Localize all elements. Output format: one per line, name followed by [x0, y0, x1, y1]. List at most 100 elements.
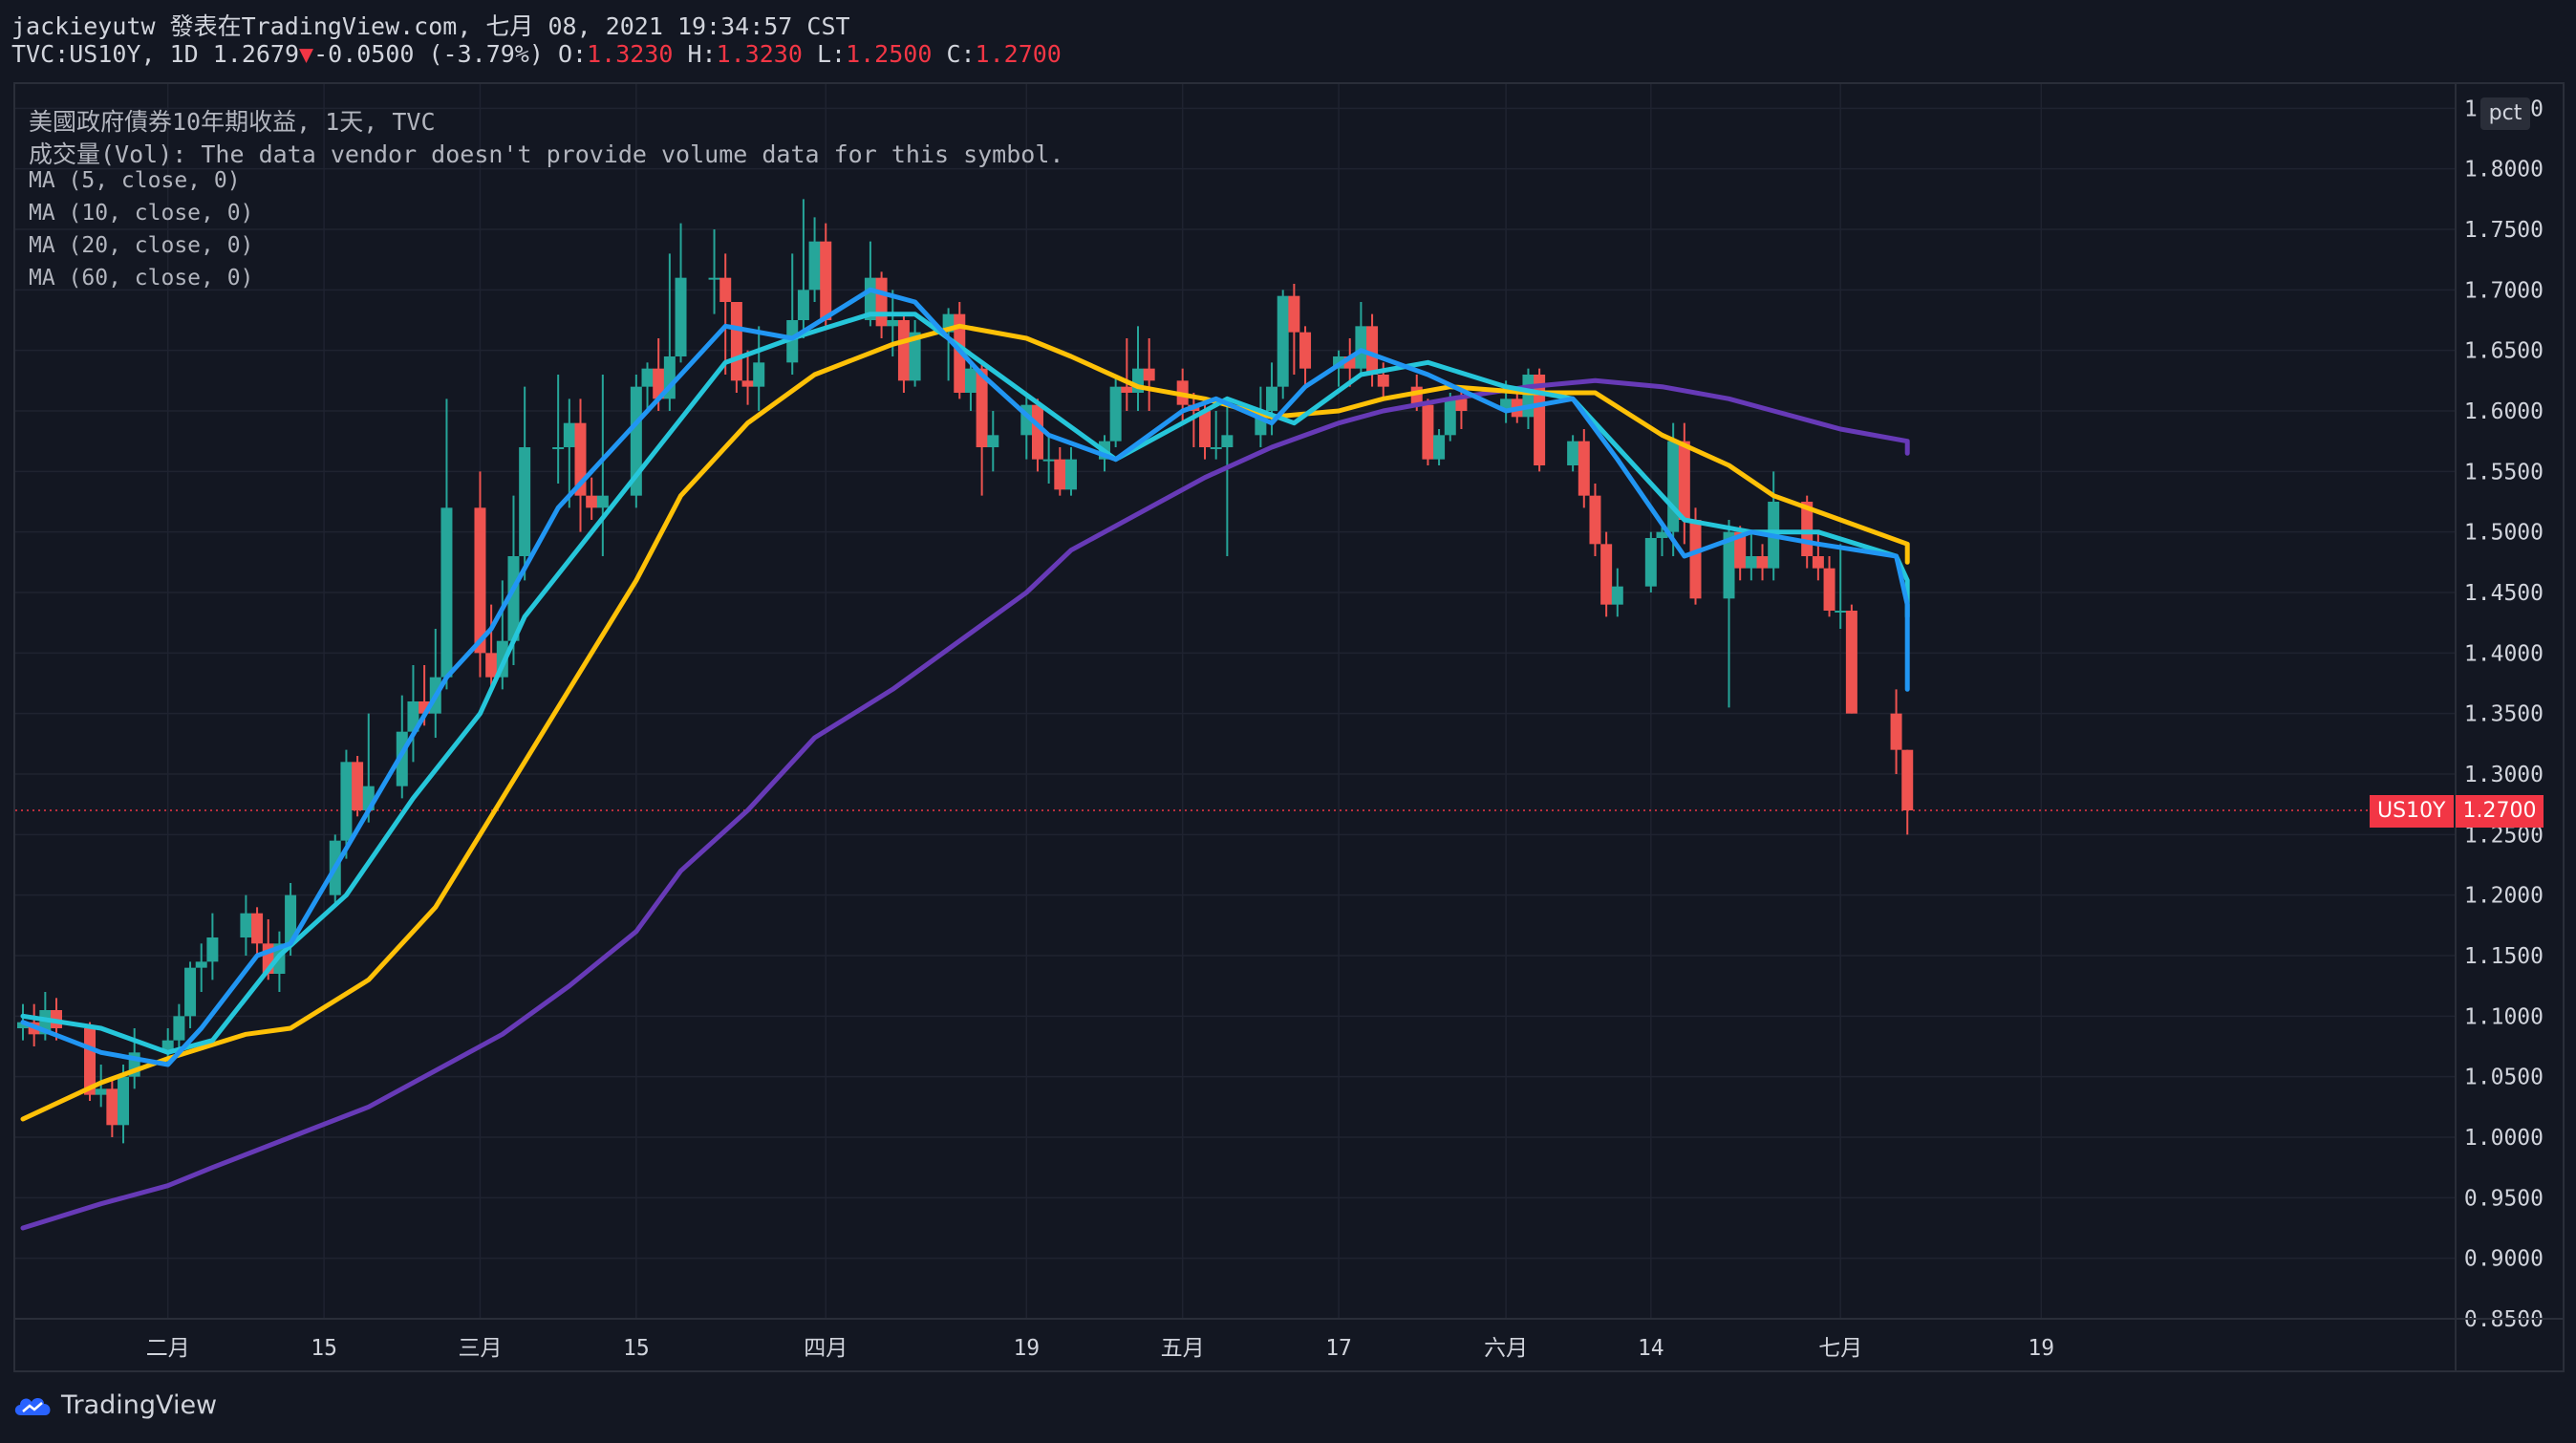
change-arrow-icon: ▼ [299, 40, 314, 68]
ma60-line [20, 377, 1910, 1231]
candle-body [440, 507, 453, 678]
candle-body [1455, 398, 1468, 411]
y-tick-label: 1.5000 [2464, 521, 2544, 546]
candle-body [808, 241, 821, 291]
candle-body [1534, 375, 1546, 465]
y-tick-label: 1.4000 [2464, 641, 2544, 666]
y-tick-label: 0.9000 [2464, 1247, 2544, 1272]
candle-body [1745, 556, 1757, 569]
candle-body [1611, 586, 1623, 605]
candle-body [786, 320, 799, 363]
x-tick-label: 五月 [1161, 1336, 1205, 1361]
candle-body [653, 368, 665, 399]
candle-body [1845, 611, 1857, 714]
y-tick-label: 1.7000 [2464, 278, 2544, 303]
tradingview-logo[interactable]: TradingView [11, 1390, 217, 1420]
candle-body [887, 320, 899, 327]
candle-body [897, 320, 910, 381]
candle-body [1121, 386, 1133, 393]
legend-ma60[interactable]: MA (60, close, 0) [29, 266, 254, 291]
candle-body [195, 961, 207, 968]
candle-body [641, 368, 654, 387]
high-value: 1.3230 [716, 40, 803, 68]
candle-body [753, 362, 765, 387]
high-label: H: [687, 40, 717, 68]
candle-body [1578, 441, 1590, 496]
candle-body [340, 762, 353, 841]
candle-body [184, 967, 197, 1017]
candle-body [987, 435, 999, 447]
candle-body [741, 380, 754, 387]
x-tick-label: 17 [1325, 1336, 1352, 1361]
y-tick-label: 1.2000 [2464, 884, 2544, 909]
candle-body [1522, 375, 1535, 418]
candle-body [1109, 386, 1122, 442]
candle-body [797, 290, 809, 320]
y-tick-label: 1.0000 [2464, 1126, 2544, 1151]
legend-ma5[interactable]: MA (5, close, 0) [29, 168, 241, 193]
ma5-line [20, 287, 1910, 1067]
y-tick-label: 1.6000 [2464, 399, 2544, 424]
y-tick-label: 1.8000 [2464, 158, 2544, 183]
candle-body [719, 277, 732, 302]
x-tick-label: 19 [1013, 1336, 1040, 1361]
x-tick-label: 六月 [1484, 1336, 1528, 1361]
candle-body [1199, 411, 1212, 447]
candle-body [206, 937, 219, 962]
candle-body [1689, 520, 1702, 599]
candle-body [1042, 459, 1055, 462]
y-tick-label: 1.1500 [2464, 944, 2544, 969]
candle-body [118, 1076, 130, 1126]
candle-body [1901, 749, 1914, 810]
candle-body [1366, 326, 1379, 375]
x-tick-label: 二月 [146, 1336, 190, 1361]
y-tick-label: 1.3500 [2464, 702, 2544, 727]
candle-body [1064, 459, 1077, 490]
legend-ma10[interactable]: MA (10, close, 0) [29, 201, 254, 226]
candle-body [1054, 459, 1066, 490]
candle-body [708, 277, 720, 280]
legend-volume: 成交量(Vol): The data vendor doesn't provid… [29, 140, 1064, 168]
candle-body [976, 368, 988, 447]
y-tick-label: 1.7500 [2464, 218, 2544, 243]
candle-body [285, 894, 297, 944]
candle-body [1143, 368, 1155, 381]
candle-body [563, 422, 575, 447]
candle-body [675, 277, 687, 356]
close-label: C: [946, 40, 976, 68]
candle-body [1734, 531, 1747, 569]
candle-body [909, 332, 921, 381]
candle-body [1444, 398, 1456, 436]
price-badge: US10Y 1.2700 [2370, 795, 2544, 828]
ma10-line [20, 312, 1910, 1055]
cloud-logo-icon [14, 1397, 51, 1415]
candle-body [1221, 435, 1234, 447]
candle-body [407, 701, 419, 732]
candle-body [1288, 295, 1300, 333]
x-tick-label: 15 [311, 1336, 337, 1361]
candle-body [173, 1016, 185, 1041]
change-value: -0.0500 (-3.79%) [313, 40, 544, 68]
candle-body [519, 447, 531, 556]
candle-body [1210, 447, 1222, 449]
close-value: 1.2700 [975, 40, 1062, 68]
candle-body [1835, 611, 1847, 613]
candle-body [240, 913, 252, 937]
candle-body [875, 277, 888, 327]
candle-body [1433, 435, 1446, 460]
candle-body [1355, 326, 1367, 369]
x-tick-label: 三月 [458, 1336, 502, 1361]
candle-body [1644, 538, 1657, 587]
brand-name: TradingView [61, 1390, 218, 1420]
candle-body [1812, 556, 1824, 569]
candle-body [1422, 404, 1434, 460]
pct-scale-button[interactable]: pct [2480, 97, 2530, 130]
y-tick-label: 1.3000 [2464, 763, 2544, 787]
ohlc-info-bar: TVC:US10Y, 1D 1.2679▼-0.0500 (-3.79%) O:… [11, 40, 1062, 68]
candle-body [1299, 332, 1312, 369]
candle-body [1567, 441, 1579, 465]
publish-info: jackieyutw 發表在TradingView.com, 七月 08, 20… [11, 12, 850, 40]
y-tick-label: 1.6500 [2464, 339, 2544, 364]
legend-ma20[interactable]: MA (20, close, 0) [29, 233, 254, 258]
